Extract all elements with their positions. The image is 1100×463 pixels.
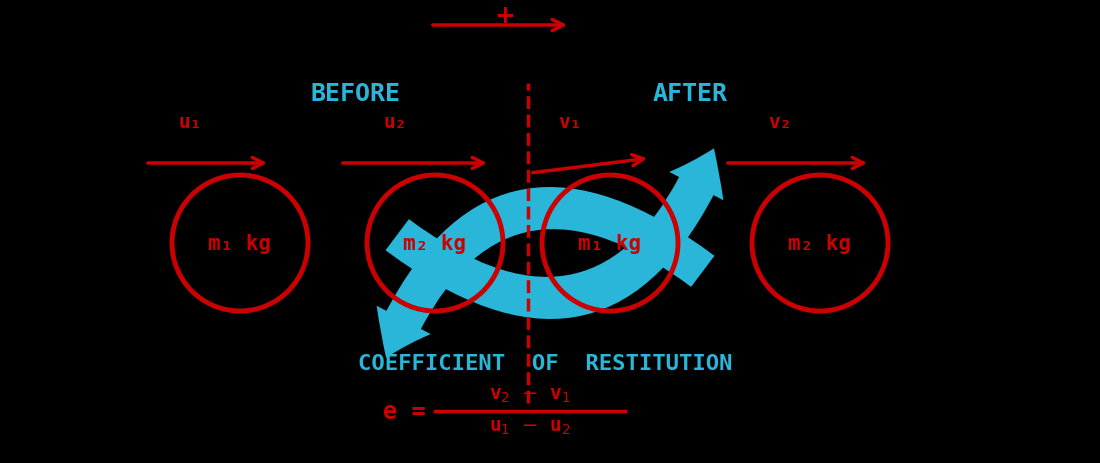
Text: v$_2$ $-$ v$_1$: v$_2$ $-$ v$_1$ [488,386,571,405]
Text: BEFORE: BEFORE [310,82,400,106]
Text: COEFFICIENT  OF  RESTITUTION: COEFFICIENT OF RESTITUTION [358,353,733,373]
Text: m₁ kg: m₁ kg [579,233,641,253]
Text: v₂: v₂ [768,113,792,131]
Text: m₂ kg: m₂ kg [789,233,851,253]
Text: e =: e = [383,399,440,423]
Text: u₁: u₁ [178,113,201,131]
Text: v₁: v₁ [558,113,582,131]
Text: u₂: u₂ [383,113,407,131]
Text: +: + [495,4,516,28]
FancyArrowPatch shape [376,188,715,358]
Text: m₂ kg: m₂ kg [404,233,466,253]
FancyArrowPatch shape [385,149,724,319]
Text: m₁ kg: m₁ kg [208,233,272,253]
Text: u$_1$ $-$ u$_2$: u$_1$ $-$ u$_2$ [488,418,571,437]
Text: AFTER: AFTER [652,82,727,106]
